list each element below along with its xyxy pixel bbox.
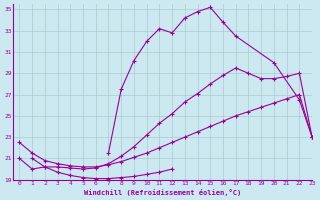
X-axis label: Windchill (Refroidissement éolien,°C): Windchill (Refroidissement éolien,°C)	[84, 189, 241, 196]
